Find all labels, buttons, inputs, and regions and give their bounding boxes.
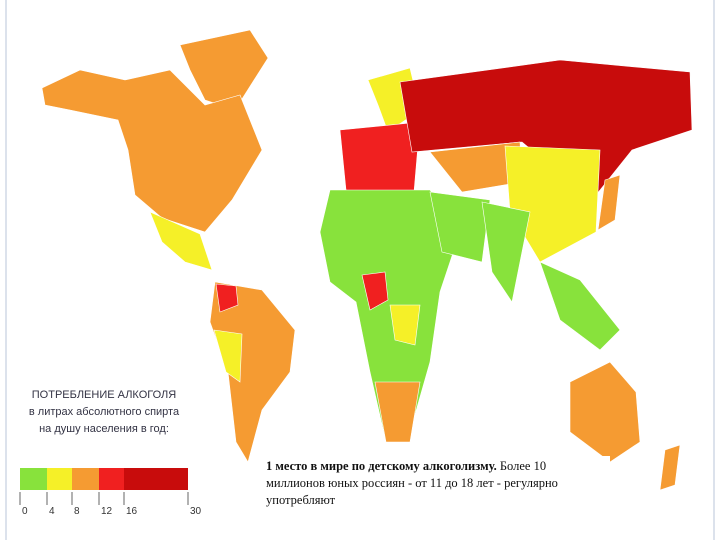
caption-text: Более 10 миллионов юных россиян - от 11 … [266,459,558,507]
europe [339,121,421,197]
countries [41,29,693,491]
caption-bold: 1 место в мире по детскому алкоголизму. [266,459,497,473]
legend-swatch [72,468,99,490]
australia [569,361,641,463]
legend-swatch [20,468,47,490]
legend: ПОТРЕБЛЕНИЕ АЛКОГОЛЯ в литрах абсолютного… [19,389,202,517]
middle-east [429,191,491,263]
north-america [41,69,263,233]
china [504,145,601,263]
nigeria [361,271,389,311]
japan [597,174,621,231]
legend-swatch [47,468,72,490]
central-africa [389,304,421,346]
se-asia [539,261,621,351]
legend-tick-label: 0 [22,506,28,517]
mexico [149,211,213,271]
legend-title: ПОТРЕБЛЕНИЕ АЛКОГОЛЯ [32,389,177,401]
legend-swatch [99,468,124,490]
caption: 1 место в мире по детскому алкоголизму. … [262,456,610,511]
legend-tick-label: 8 [74,506,80,517]
legend-tick-label: 30 [190,506,202,517]
legend-title: на душу населения в год: [39,423,169,435]
russia [399,59,693,201]
legend-tick-label: 4 [49,506,55,517]
india [481,201,531,303]
south-america-yellow [213,329,243,383]
legend-swatch [124,468,188,490]
legend-title: в литрах абсолютного спирта [29,406,180,418]
new-zealand [659,444,681,491]
legend-tick-label: 12 [101,506,113,517]
legend-tick-label: 16 [126,506,138,517]
southern-africa [374,381,421,443]
colombia [215,283,239,313]
